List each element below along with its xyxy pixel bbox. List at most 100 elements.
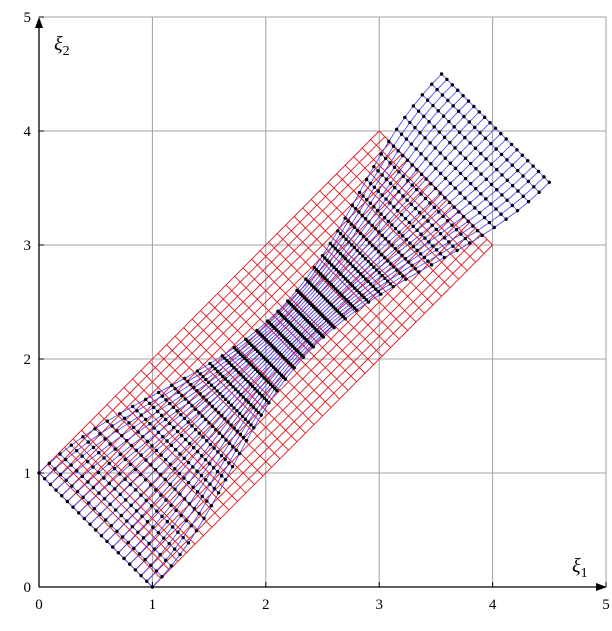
lattice-link	[431, 257, 445, 266]
lattice-point	[248, 382, 252, 386]
lattice-point	[129, 503, 133, 508]
lattice-link	[175, 439, 186, 450]
lattice-link	[197, 479, 207, 493]
lattice-link	[381, 224, 393, 236]
lattice-point	[407, 220, 412, 225]
lattice-link	[232, 376, 244, 388]
lattice-link	[352, 276, 364, 287]
reference-grid-line	[55, 147, 397, 491]
lattice-point	[408, 241, 412, 245]
lattice-point	[374, 287, 378, 291]
lattice-link	[469, 132, 481, 144]
lattice-point	[399, 212, 404, 217]
lattice-link	[205, 409, 216, 420]
lattice-point	[353, 267, 358, 271]
lattice-point	[133, 568, 138, 572]
lattice-link	[206, 390, 218, 401]
lattice-link	[399, 264, 413, 274]
lattice-link	[153, 399, 167, 408]
lattice-link	[344, 205, 353, 219]
lattice-link	[296, 339, 307, 351]
lattice-point	[186, 379, 190, 384]
lattice-link	[330, 314, 342, 325]
lattice-point	[473, 206, 477, 210]
lattice-point	[241, 395, 245, 399]
lattice-point	[504, 217, 508, 221]
lattice-point	[123, 477, 127, 481]
lattice-link	[290, 334, 302, 345]
lattice-link	[305, 329, 317, 341]
lattice-link	[407, 169, 418, 181]
lattice-link	[443, 105, 454, 117]
lattice-point	[368, 201, 372, 205]
lattice-point	[178, 452, 182, 456]
lattice-point	[200, 494, 204, 499]
lattice-link	[217, 439, 227, 453]
lattice-link	[192, 475, 202, 488]
lattice-link	[401, 204, 412, 215]
lattice-point	[336, 229, 340, 233]
lattice-point	[409, 142, 413, 146]
lattice-link	[317, 300, 328, 312]
lattice-link	[484, 208, 497, 218]
lattice-link	[272, 374, 282, 387]
lattice-link	[269, 352, 280, 364]
lattice-link	[261, 364, 272, 376]
lattice-link	[366, 291, 379, 301]
lattice-link	[247, 371, 259, 382]
lattice-link	[422, 83, 433, 96]
lattice-link	[197, 363, 211, 372]
lattice-link	[253, 414, 262, 428]
lattice-link	[450, 152, 461, 164]
lattice-point	[547, 180, 551, 184]
lattice-point	[134, 448, 139, 452]
lattice-link	[496, 159, 508, 170]
lattice-point	[47, 461, 52, 465]
lattice-point	[397, 190, 401, 194]
lattice-link	[84, 508, 95, 519]
lattice-link	[213, 436, 223, 449]
lattice-link	[387, 251, 400, 262]
lattice-link	[283, 327, 295, 338]
lattice-link	[106, 531, 118, 542]
lattice-point	[357, 291, 362, 295]
lattice-point	[139, 453, 143, 457]
lattice-link	[219, 383, 231, 395]
lattice-point	[118, 452, 122, 456]
lattice-point	[249, 403, 253, 407]
lattice-point	[176, 530, 180, 534]
lattice-link	[333, 318, 346, 328]
lattice-point	[81, 435, 85, 439]
y-tick-label: 2	[24, 352, 32, 368]
lattice-point	[137, 552, 142, 556]
lattice-link	[324, 267, 335, 279]
lattice-link	[233, 396, 244, 409]
lattice-link	[381, 183, 391, 196]
lattice-point	[191, 465, 195, 469]
lattice-link	[279, 362, 289, 374]
lattice-link	[485, 189, 497, 200]
lattice-link	[160, 445, 172, 456]
lattice-link	[436, 220, 448, 230]
lattice-link	[128, 414, 142, 424]
lattice-link	[165, 468, 176, 480]
lattice-link	[416, 220, 429, 231]
lattice-link	[161, 505, 172, 517]
lattice-point	[230, 464, 235, 469]
lattice-link	[390, 255, 403, 265]
lattice-link	[194, 496, 203, 509]
lattice-link	[378, 241, 390, 253]
lattice-point	[141, 434, 145, 439]
lattice-point	[499, 131, 503, 136]
lattice-point	[489, 162, 494, 166]
lattice-link	[213, 455, 222, 468]
lattice-link	[169, 414, 182, 424]
lattice-link	[150, 454, 162, 466]
lattice-point	[251, 365, 256, 369]
lattice-point	[372, 205, 376, 209]
lattice-point	[161, 434, 165, 439]
lattice-link	[427, 253, 441, 262]
lattice-link	[135, 559, 146, 571]
lattice-link	[298, 322, 310, 333]
